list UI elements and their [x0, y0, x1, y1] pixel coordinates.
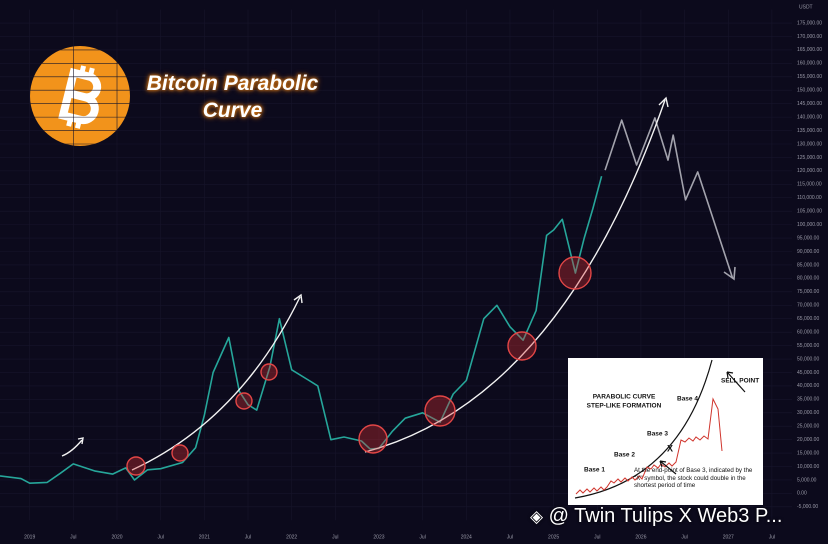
chart-title: Bitcoin Parabolic Curve: [146, 72, 319, 122]
x-tick-label: 2026: [635, 534, 646, 540]
watermark: ◈ @ Twin Tulips X Web3 P...: [530, 505, 783, 527]
inset-panel: [568, 358, 763, 505]
x-tick-label: Jul: [332, 534, 338, 540]
y-tick-label: 45,000.00: [797, 370, 819, 376]
arrow-head: [77, 437, 84, 445]
inset-title: PARABOLIC CURVE: [593, 394, 656, 401]
y-tick-label: 170,000.00: [797, 34, 822, 40]
y-tick-label: 85,000.00: [797, 262, 819, 268]
y-tick-label: 60,000.00: [797, 329, 819, 335]
y-tick-label: 125,000.00: [797, 155, 822, 161]
cycle-circle: [260, 363, 278, 381]
trend-curve: [61, 439, 83, 457]
y-tick-label: 75,000.00: [797, 289, 819, 295]
y-tick-label: 140,000.00: [797, 114, 822, 120]
price-line: [0, 175, 603, 484]
x-tick-label: 2020: [111, 534, 122, 540]
inset-note: At the end-point of Base 3, indicated by…: [634, 467, 753, 490]
x-tick-label: 2024: [461, 534, 472, 540]
trend-curve: [364, 99, 666, 453]
inset: PARABOLIC CURVE STEP-LIKE FORMATION Base…: [568, 358, 763, 505]
y-tick-label: 35,000.00: [797, 397, 819, 403]
y-tick-label: 135,000.00: [797, 128, 822, 134]
y-tick-label: 70,000.00: [797, 303, 819, 309]
y-tick-label: 160,000.00: [797, 61, 822, 67]
x-tick-label: Jul: [769, 534, 775, 540]
y-tick-label: -5,000.00: [797, 504, 818, 510]
cycle-circle: [171, 444, 189, 462]
inset-title: STEP-LIKE FORMATION: [587, 403, 662, 410]
bitcoin-logo: [30, 46, 130, 146]
y-tick-label: 175,000.00: [797, 20, 822, 26]
base-label: Base 1: [584, 467, 605, 474]
x-tick-label: 2023: [373, 534, 384, 540]
y-tick-label: 80,000.00: [797, 276, 819, 282]
sell-point-label: SELL POINT: [721, 378, 759, 385]
base-label: Base 3: [647, 431, 668, 438]
x-tick-label: Jul: [157, 534, 163, 540]
y-tick-label: 145,000.00: [797, 101, 822, 107]
x-tick-label: 2021: [199, 534, 210, 540]
cycle-circle: [558, 256, 592, 290]
x-tick-label: Jul: [594, 534, 600, 540]
x-tick-label: 2022: [286, 534, 297, 540]
x-tick-label: Jul: [70, 534, 76, 540]
x-tick-label: 2027: [723, 534, 734, 540]
x-tick-label: Jul: [419, 534, 425, 540]
y-tick-label: 65,000.00: [797, 316, 819, 322]
y-tick-label: 105,000.00: [797, 209, 822, 215]
inset-curve: [574, 359, 713, 499]
y-tick-label: 100,000.00: [797, 222, 822, 228]
x-tick-label: Jul: [681, 534, 687, 540]
y-tick-label: 115,000.00: [797, 182, 822, 188]
y-tick-label: 5,000.00: [797, 477, 817, 483]
y-tick-label: 120,000.00: [797, 168, 822, 174]
y-tick-label: 20,000.00: [797, 437, 819, 443]
arrow-head: [723, 266, 736, 281]
arrow-head: [658, 96, 669, 108]
y-tick-label: 25,000.00: [797, 424, 819, 430]
cycle-circle: [126, 456, 146, 476]
cycle-circle: [235, 392, 253, 410]
inset-arrows: [659, 371, 746, 475]
y-tick-label: 165,000.00: [797, 47, 822, 53]
y-tick-label: 90,000.00: [797, 249, 819, 255]
y-tick-label: 10,000.00: [797, 464, 819, 470]
watermark-text: @ Twin Tulips X Web3 P...: [548, 505, 783, 527]
price-line: [604, 117, 734, 279]
annotations: [61, 96, 669, 476]
inset-steps: [575, 397, 723, 495]
x-tick-label: 2025: [548, 534, 559, 540]
y-tick-label: 130,000.00: [797, 141, 822, 147]
cycle-circle: [358, 424, 388, 454]
y-tick-label: 55,000.00: [797, 343, 819, 349]
y-tick-label: 155,000.00: [797, 74, 822, 80]
y-tick-label: 30,000.00: [797, 410, 819, 416]
base-label: Base 2: [614, 452, 635, 459]
y-tick-label: 95,000.00: [797, 235, 819, 241]
y-tick-label: 40,000.00: [797, 383, 819, 389]
y-tick-label: 0.00: [797, 491, 807, 497]
y-tick-label: 110,000.00: [797, 195, 822, 201]
base-label: Base 4: [677, 396, 698, 403]
x-tick-label: 2019: [24, 534, 35, 540]
cycle-circle: [424, 395, 456, 427]
x-marker: X: [667, 443, 673, 453]
y-tick-label: 15,000.00: [797, 450, 819, 456]
y-tick-label: 150,000.00: [797, 88, 822, 94]
x-tick-label: Jul: [507, 534, 513, 540]
cycle-circle: [507, 331, 537, 361]
x-tick-label: Jul: [245, 534, 251, 540]
trend-curve: [131, 296, 301, 471]
arrow-head: [293, 293, 303, 304]
axis-unit: USDT: [799, 4, 813, 10]
y-tick-label: 50,000.00: [797, 356, 819, 362]
